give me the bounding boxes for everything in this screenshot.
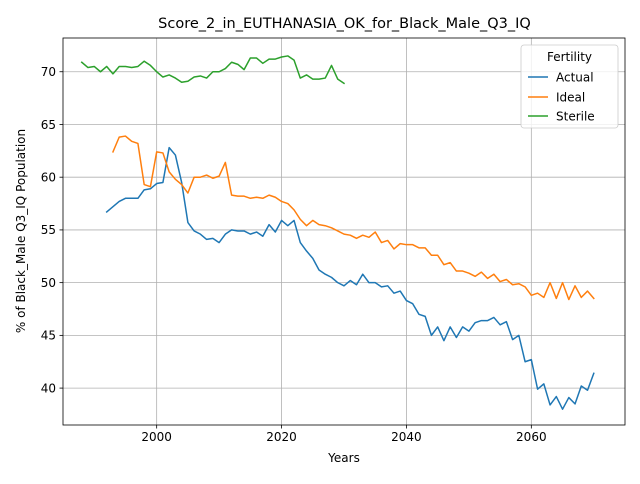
series-line-ideal [111, 135, 595, 301]
x-axis-label: Years [327, 451, 360, 465]
x-tick-label: 2020 [266, 430, 297, 444]
x-tick-label: 2000 [141, 430, 172, 444]
y-tick-label: 50 [41, 276, 56, 290]
x-tick-label: 2040 [391, 430, 422, 444]
chart-title: Score_2_in_EUTHANASIA_OK_for_Black_Male_… [158, 16, 531, 32]
y-axis-label: % of Black_Male Q3_IQ Population [14, 129, 28, 333]
legend-title: Fertility [547, 50, 592, 64]
y-tick-label: 40 [41, 381, 56, 395]
legend-label-sterile: Sterile [556, 110, 595, 124]
legend-label-ideal: Ideal [556, 91, 585, 105]
y-tick-label: 60 [41, 170, 56, 184]
x-axis: 2000 2020 2040 2060 [141, 425, 547, 444]
series-line-actual [105, 146, 595, 410]
y-tick-label: 55 [41, 223, 56, 237]
y-tick-label: 70 [41, 65, 56, 79]
legend-box [520, 44, 619, 129]
legend: Fertility Actual Ideal Sterile [520, 44, 619, 129]
plot-area [80, 55, 595, 410]
legend-label-actual: Actual [556, 71, 594, 85]
y-tick-label: 45 [41, 329, 56, 343]
y-tick-label: 65 [41, 118, 56, 132]
y-axis: 40 45 50 55 60 65 70 [41, 65, 63, 395]
x-tick-label: 2060 [516, 430, 547, 444]
series-line-sterile [80, 55, 346, 85]
plot-frame [62, 37, 626, 426]
